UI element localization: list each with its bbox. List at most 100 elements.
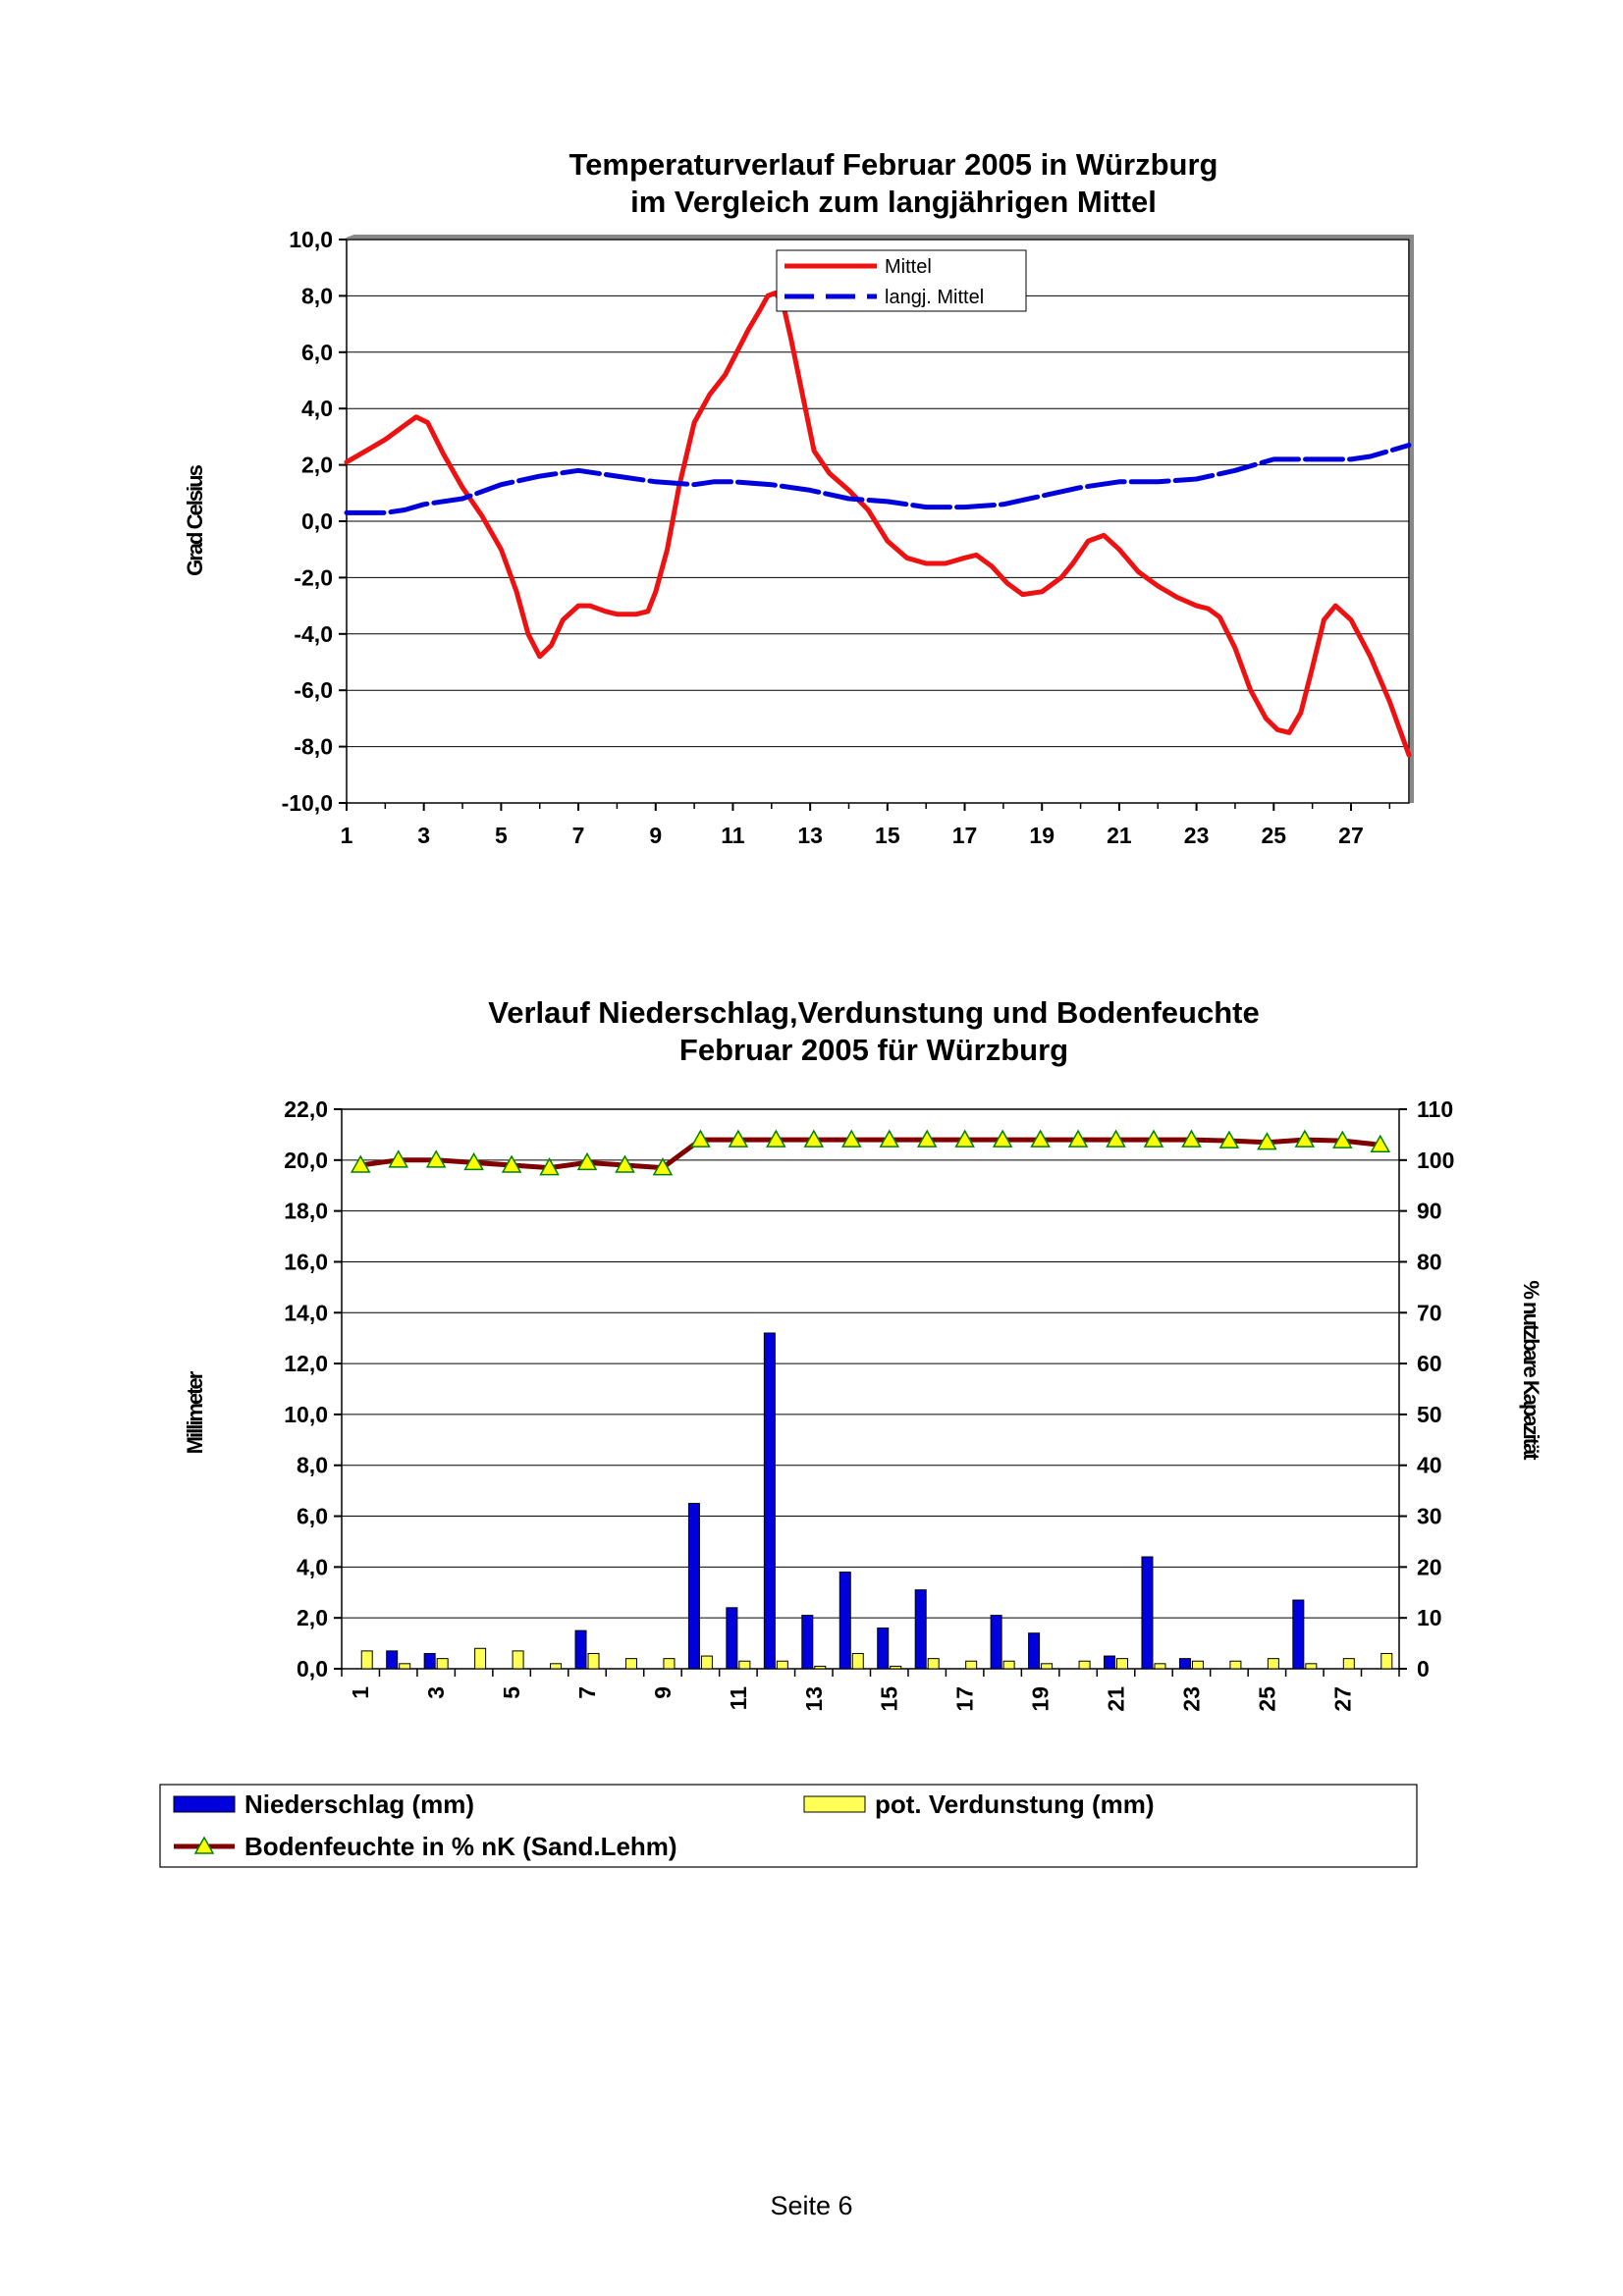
x-tick-label: 5 [499,1686,524,1699]
y-tick-label: -10,0 [282,790,333,816]
marker-bodenfeuchte [1143,1129,1164,1148]
marker-bodenfeuchte [1067,1129,1089,1148]
bar-verdunstung [890,1665,902,1670]
marker-bodenfeuchte [840,1129,862,1148]
temperature-chart: Temperaturverlauf Februar 2005 in Würzbu… [183,147,1414,848]
bar-verdunstung [474,1647,487,1670]
y-right-tick-label: 30 [1417,1504,1442,1529]
marker-bodenfeuchte [350,1154,371,1173]
bar-verdunstung [700,1655,713,1670]
marker-bodenfeuchte [1257,1132,1277,1150]
marker-bodenfeuchte [425,1149,447,1168]
x-tick-label: 1 [348,1686,373,1699]
marker-bodenfeuchte [954,1129,975,1148]
marker-bodenfeuchte [463,1151,484,1171]
y-right-tick-label: 90 [1417,1199,1442,1224]
y-right-tick-label: 0 [1417,1656,1430,1682]
marker-bodenfeuchte [539,1157,560,1176]
x-tick-label: 13 [797,823,823,848]
series-langj-mittel-line [344,443,1412,515]
bar-niederschlag [386,1650,399,1670]
x-tick-label: 1 [341,823,353,848]
bar-verdunstung [851,1652,864,1670]
marker-bodenfeuchte [690,1129,711,1148]
legend-label-bodenfeuchte: Bodenfeuchte in % nK (Sand.Lehm) [244,1832,677,1861]
x-tick-label: 15 [877,1686,902,1712]
bar-verdunstung [814,1665,827,1670]
y-tick-label: 4,0 [297,1554,328,1579]
x-tick-label: 11 [721,823,745,848]
x-tick-label: 17 [952,823,978,848]
marker-bodenfeuchte [652,1157,674,1176]
marker-bodenfeuchte [501,1154,522,1173]
marker-bodenfeuchte [1332,1130,1353,1148]
x-tick-label: 27 [1329,1686,1355,1712]
x-tick-label: 7 [572,823,585,848]
marker-bodenfeuchte [615,1154,635,1173]
x-tick-label: 9 [649,823,662,848]
x-tick-label: 27 [1338,823,1364,848]
legend-box [159,1784,1418,1868]
bar-verdunstung [1380,1652,1393,1670]
bar-verdunstung [1267,1658,1279,1670]
x-tick-label: 25 [1261,823,1286,848]
y-tick-label: 2,0 [297,1605,328,1630]
x-tick-label: 15 [875,823,900,848]
bar-niederschlag [687,1503,700,1670]
bar-verdunstung [512,1650,524,1670]
y-right-tick-label: 80 [1417,1249,1442,1274]
y-tick-label: 10,0 [289,227,333,252]
legend-box [776,249,1027,312]
chart-title-line: Verlauf Niederschlag,Verdunstung und Bod… [488,995,1259,1030]
bar-niederschlag [1028,1632,1041,1670]
bar-niederschlag [1104,1655,1116,1670]
marker-bodenfeuchte [1181,1129,1202,1148]
y-right-tick-label: 110 [1417,1096,1453,1122]
legend-label: langj. Mittel [885,287,984,308]
y-tick-label: 2,0 [301,453,333,478]
bar-verdunstung [927,1658,940,1670]
x-tick-label: 21 [1107,823,1132,848]
legend-label: Mittel [885,256,932,278]
marker-bodenfeuchte [1370,1134,1391,1153]
y-tick-label: 6,0 [297,1504,328,1529]
y-tick-label: 4,0 [301,396,333,421]
bar-verdunstung [1116,1658,1129,1670]
bar-verdunstung [1229,1660,1242,1670]
bar-verdunstung [436,1658,449,1670]
y-tick-label: -8,0 [294,734,333,760]
y-tick-label: 22,0 [284,1096,328,1122]
y-tick-label: 0,0 [297,1656,328,1682]
bar-verdunstung [1154,1663,1166,1670]
y-right-tick-label: 70 [1417,1300,1442,1325]
bar-niederschlag [574,1629,587,1670]
bar-verdunstung [738,1660,751,1670]
plot-frame [346,235,1414,803]
y-right-tick-label: 20 [1417,1554,1442,1579]
x-tick-label: 9 [650,1686,676,1699]
bar-verdunstung [776,1660,788,1670]
y-tick-label: 12,0 [284,1351,328,1376]
legend-swatch-verdunstung [803,1795,866,1813]
y-tick-label: -4,0 [294,621,333,647]
y-axis-label: Grad Celsius [183,464,207,575]
plot-area [341,1108,1400,1670]
marker-bodenfeuchte [728,1129,749,1148]
y-right-tick-label: 10 [1417,1605,1442,1630]
x-tick-label: 23 [1178,1686,1204,1712]
y-tick-label: -2,0 [294,564,333,590]
bar-niederschlag [1292,1599,1305,1670]
chart-title-line: im Vergleich zum langjährigen Mittel [630,185,1157,219]
marker-bodenfeuchte [879,1129,900,1148]
x-tick-label: 13 [801,1686,827,1712]
bar-niederschlag [763,1332,776,1670]
y-right-tick-label: 40 [1417,1453,1442,1478]
marker-bodenfeuchte [766,1129,786,1148]
bar-verdunstung [624,1658,637,1670]
y-tick-label: 10,0 [284,1402,328,1427]
marker-bodenfeuchte [1030,1129,1051,1148]
bar-niederschlag [914,1589,927,1670]
y-axis-label: Millimeter [183,1370,207,1454]
x-tick-label: 17 [952,1686,978,1712]
